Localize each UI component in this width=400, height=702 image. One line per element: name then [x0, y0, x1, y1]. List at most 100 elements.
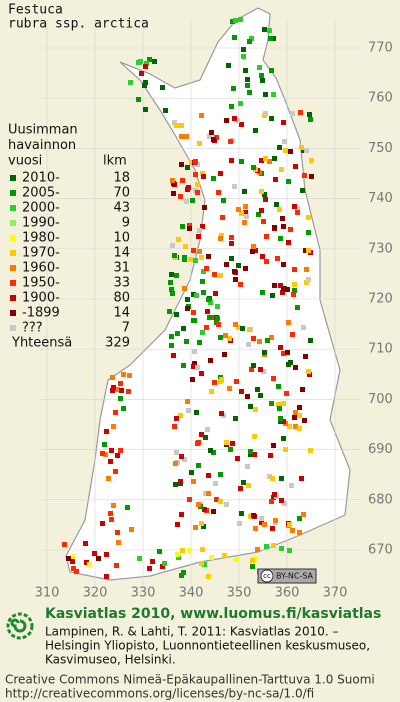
occurrence-dot: [178, 194, 183, 199]
finland-outline: [65, 7, 351, 581]
occurrence-dot: [251, 363, 256, 368]
occurrence-dot: [306, 215, 311, 220]
occurrence-dot: [273, 177, 278, 182]
occurrence-dot: [297, 413, 302, 418]
occurrence-dot: [185, 399, 190, 404]
occurrence-dot: [195, 365, 200, 370]
occurrence-dot: [287, 522, 292, 527]
occurrence-dot: [187, 497, 192, 502]
occurrence-dot: [138, 59, 143, 64]
occurrence-dot: [194, 293, 199, 298]
occurrence-dot: [271, 36, 276, 41]
occurrence-dot: [261, 219, 266, 224]
occurrence-dot: [169, 287, 174, 292]
occurrence-dot: [180, 548, 185, 553]
occurrence-dot: [293, 410, 298, 415]
x-grid-label: 350: [227, 586, 252, 601]
occurrence-dot: [196, 463, 201, 468]
occurrence-dot: [163, 108, 168, 113]
occurrence-dot: [253, 248, 258, 253]
occurrence-dot: [202, 205, 207, 210]
occurrence-dot: [259, 520, 264, 525]
occurrence-dot: [270, 476, 275, 481]
occurrence-dot: [200, 171, 205, 176]
occurrence-dot: [250, 249, 255, 254]
occurrence-dot: [229, 256, 234, 261]
occurrence-dot: [187, 226, 192, 231]
occurrence-dot: [302, 418, 307, 423]
occurrence-dot: [276, 402, 281, 407]
occurrence-dot: [269, 335, 274, 340]
occurrence-dot: [252, 434, 257, 439]
legend-count: 14: [113, 306, 130, 321]
occurrence-dot: [289, 483, 294, 488]
occurrence-dot: [245, 77, 250, 82]
occurrence-dot: [243, 204, 248, 209]
occurrence-dot: [239, 511, 244, 516]
occurrence-dot: [278, 416, 283, 421]
badge-icon-text: cc: [263, 572, 271, 580]
occurrence-dot: [287, 548, 292, 553]
occurrence-dot: [286, 240, 291, 245]
occurrence-dot: [108, 511, 113, 516]
occurrence-dot: [227, 336, 232, 341]
occurrence-dot: [172, 424, 177, 429]
occurrence-dot: [176, 237, 181, 242]
occurrence-dot: [262, 192, 267, 197]
occurrence-dot: [287, 424, 292, 429]
occurrence-dot: [241, 480, 246, 485]
license-line: http://creativecommons.org/licenses/by-n…: [5, 687, 314, 701]
occurrence-dot: [295, 206, 300, 211]
occurrence-dot: [147, 566, 152, 571]
legend-swatch: [10, 205, 16, 211]
legend-count: 7: [122, 321, 130, 336]
occurrence-dot: [286, 320, 291, 325]
occurrence-dot: [174, 273, 179, 278]
occurrence-dot: [245, 83, 250, 88]
occurrence-dot: [175, 522, 180, 527]
occurrence-dot: [184, 134, 189, 139]
occurrence-dot: [143, 80, 148, 85]
occurrence-dot: [271, 495, 276, 500]
occurrence-dot: [234, 379, 239, 384]
occurrence-dot: [260, 254, 265, 259]
occurrence-dot: [181, 570, 186, 575]
occurrence-dot: [211, 509, 216, 514]
legend-label: 1970-: [22, 246, 60, 261]
occurrence-dot: [262, 522, 267, 527]
occurrence-dot: [160, 85, 165, 90]
occurrence-dot: [309, 174, 314, 179]
occurrence-dot: [110, 388, 115, 393]
occurrence-dot: [279, 498, 284, 503]
y-grid-label: 690: [368, 442, 393, 457]
occurrence-dot: [191, 248, 196, 253]
occurrence-dot: [121, 372, 126, 377]
occurrence-dot: [66, 556, 71, 561]
legend-count: 9: [122, 216, 130, 231]
occurrence-dot: [288, 227, 293, 232]
occurrence-dot: [175, 331, 180, 336]
occurrence-dot: [172, 253, 177, 258]
occurrence-dot: [109, 517, 114, 522]
occurrence-dot: [238, 282, 243, 287]
legend-swatch: [10, 220, 16, 226]
occurrence-dot: [258, 393, 263, 398]
occurrence-dot: [259, 208, 264, 213]
occurrence-dot: [171, 181, 176, 186]
occurrence-dot: [279, 476, 284, 481]
occurrence-dot: [222, 553, 227, 558]
legend-swatch: [10, 190, 16, 196]
occurrence-dot: [70, 559, 75, 564]
occurrence-dot: [301, 512, 306, 517]
legend-swatch: [10, 235, 16, 241]
occurrence-dot: [241, 54, 246, 59]
occurrence-dot: [298, 110, 303, 115]
occurrence-dot: [235, 118, 240, 123]
occurrence-dot: [272, 492, 277, 497]
legend-swatch: [10, 250, 16, 256]
occurrence-dot: [179, 134, 184, 139]
occurrence-dot: [184, 339, 189, 344]
occurrence-dot: [267, 159, 272, 164]
legend-heading: Uusimman: [8, 123, 78, 138]
